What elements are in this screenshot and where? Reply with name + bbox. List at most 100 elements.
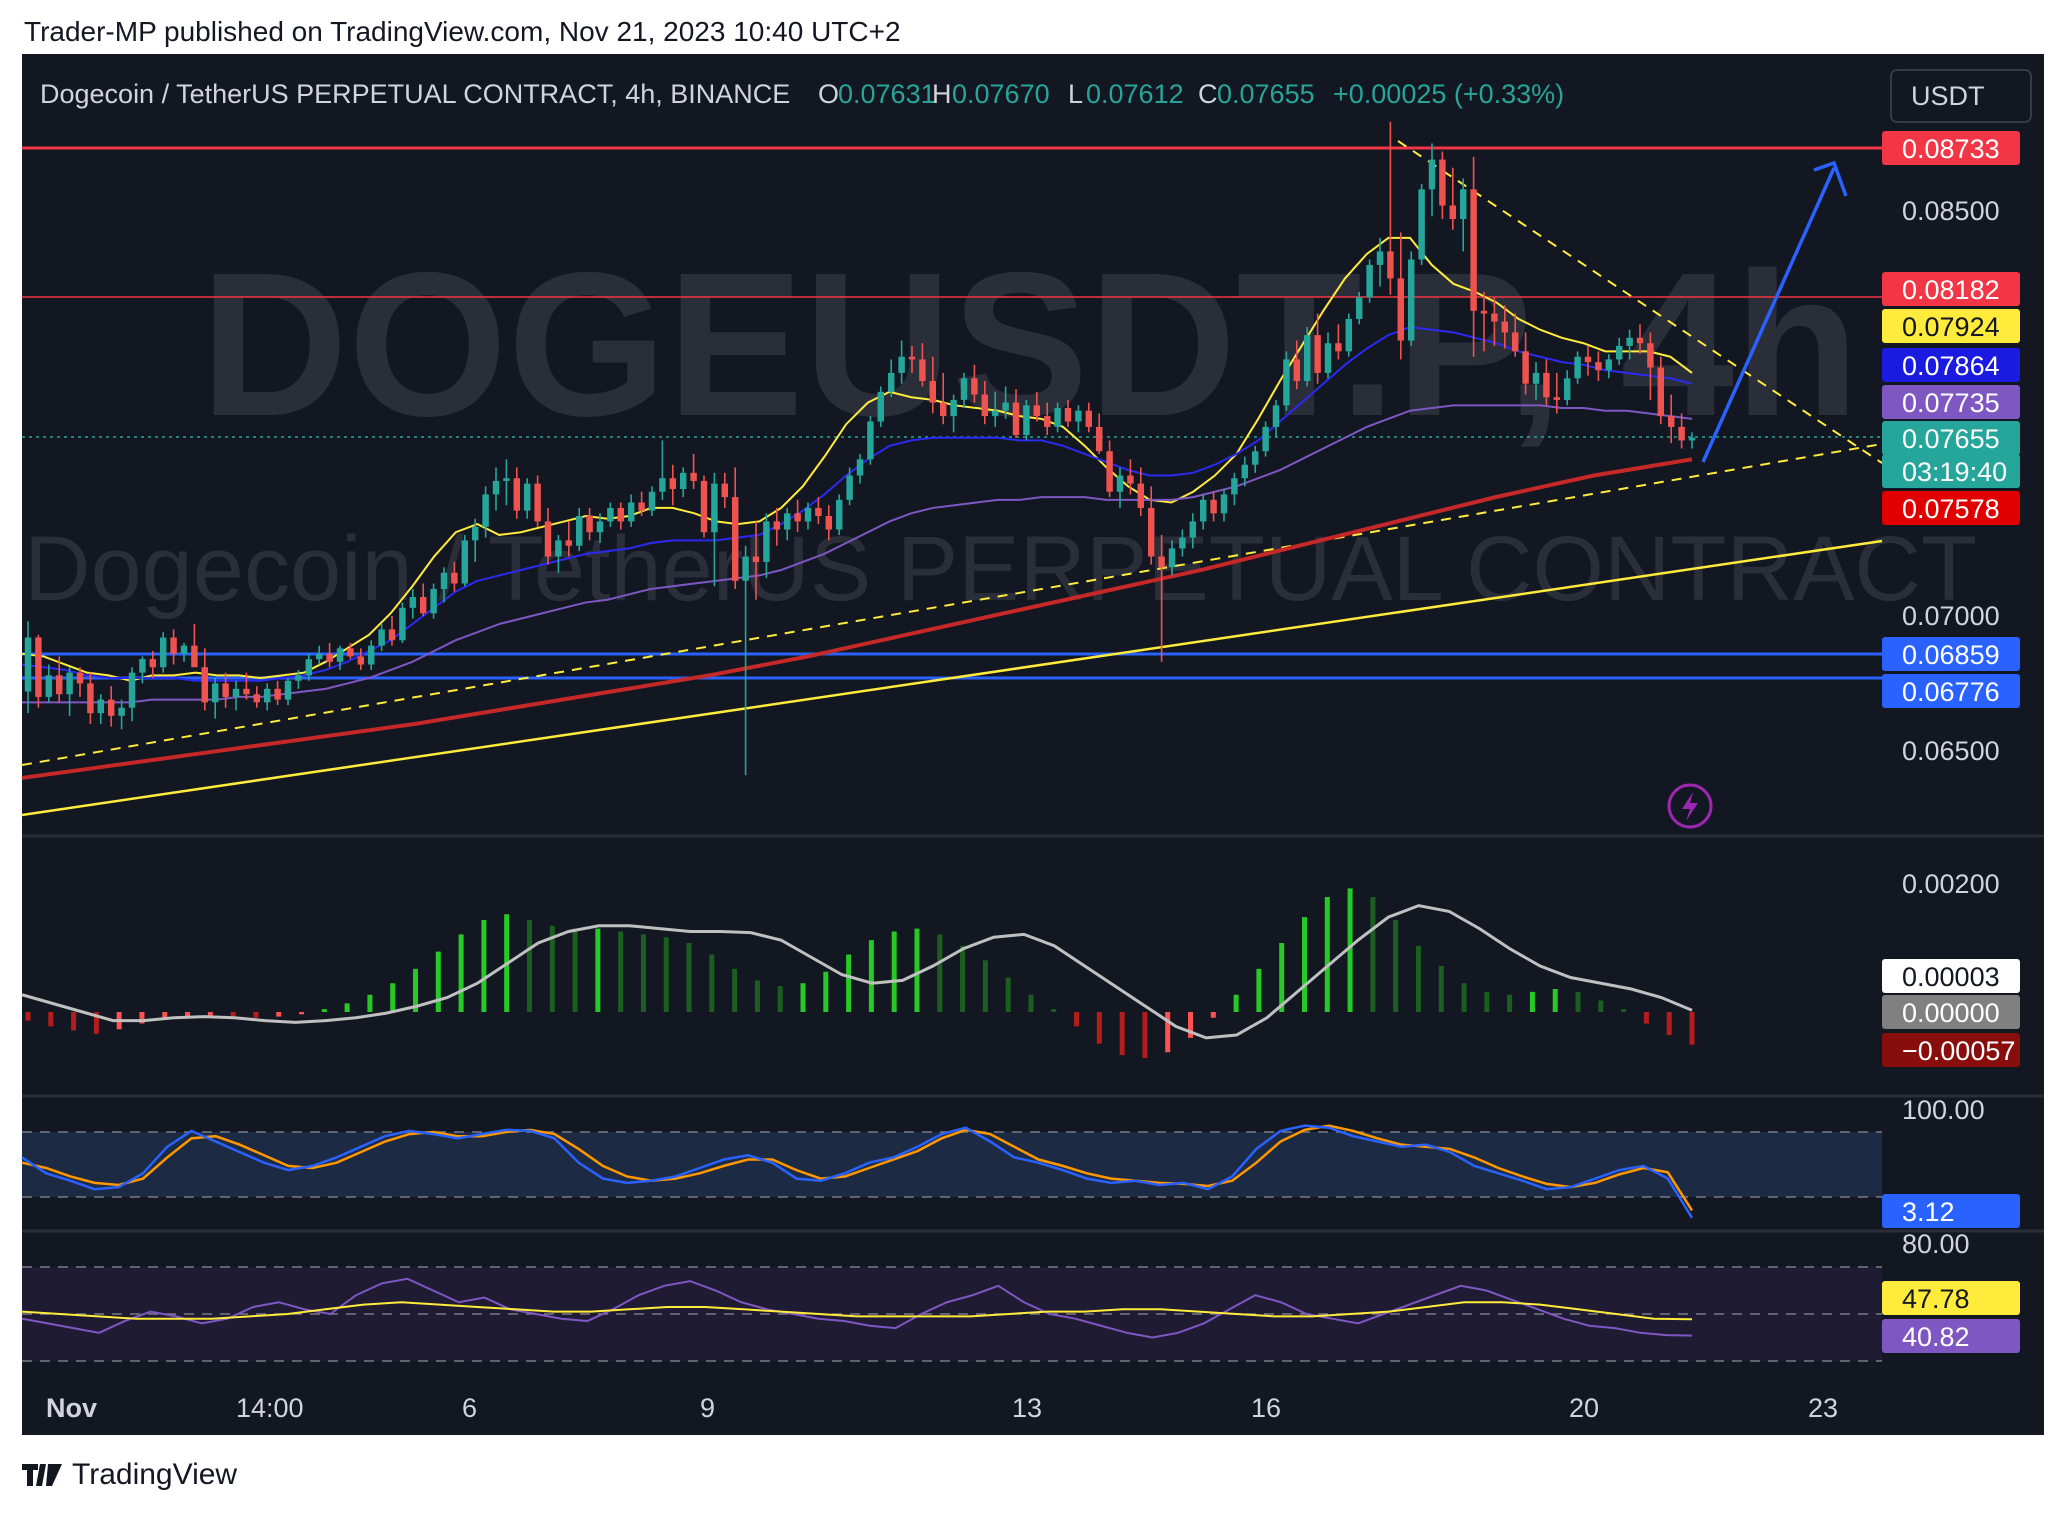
macd-bar: [914, 928, 920, 1012]
candle-body: [1459, 189, 1467, 220]
candle-body: [399, 607, 406, 641]
axis-value-label-box: [1882, 995, 2020, 1029]
axis-value-label-box: [1882, 272, 2020, 306]
price-tick: 0.07000: [1902, 601, 2000, 631]
candle-body: [253, 694, 261, 703]
macd-bar: [526, 920, 532, 1012]
candle-body: [503, 478, 510, 481]
macd-bar: [71, 1012, 77, 1031]
candle-body: [461, 540, 469, 584]
macd-bar: [1507, 994, 1513, 1012]
macd-bar: [1643, 1012, 1649, 1024]
candle-body: [1283, 359, 1290, 406]
candle-body: [1023, 405, 1030, 436]
candles: [24, 121, 1696, 776]
price-axis: 0.08500 0.07000 0.06500 0.00200 100.00 8…: [1902, 196, 2000, 1259]
candle-body: [1324, 343, 1332, 373]
macd-bar: [1119, 1012, 1125, 1056]
axis-value-label-box: [1882, 309, 2020, 343]
candle-body: [1657, 367, 1665, 417]
publisher-line: Trader-MP published on TradingView.com, …: [24, 16, 901, 47]
candle-body: [128, 672, 136, 708]
chart-panel: [22, 54, 2044, 1435]
candle-body: [690, 472, 697, 481]
macd-bar: [1324, 897, 1330, 1012]
axis-value-label: 0.07924: [1902, 312, 2000, 342]
brand-name: TradingView: [72, 1458, 238, 1491]
candle-body: [815, 507, 822, 517]
macd-bar: [253, 1012, 259, 1018]
candle-body: [87, 683, 94, 714]
macd-bar: [1301, 917, 1307, 1012]
macd-bar: [1575, 991, 1581, 1012]
time-tick: 20: [1569, 1393, 1599, 1423]
candle-body: [471, 526, 479, 541]
macd-bar: [686, 943, 692, 1012]
macd-bar: [960, 945, 966, 1012]
candle-body: [1636, 337, 1644, 344]
candle-body: [1428, 159, 1436, 190]
axis-value-label: 0.07864: [1902, 351, 2000, 381]
candle-body: [939, 402, 947, 417]
currency-button[interactable]: USDT: [1890, 69, 2032, 123]
axis-value-label-box: [1882, 637, 2020, 671]
macd-bar: [25, 1012, 31, 1021]
candle-body: [596, 521, 604, 533]
axis-value-label: 03:19:40: [1902, 457, 2007, 487]
candle-body: [783, 513, 791, 530]
candle-body: [1501, 321, 1509, 333]
macd-bar: [458, 934, 464, 1012]
macd-bar: [1142, 1012, 1148, 1058]
candle-body: [1667, 416, 1675, 427]
candle-body: [919, 359, 926, 382]
candle-body: [357, 656, 365, 665]
candle-body: [887, 372, 895, 392]
candle-body: [1293, 359, 1301, 382]
low-label: L: [1068, 79, 1083, 109]
candle-body: [1220, 494, 1228, 514]
candle-body: [191, 645, 198, 668]
candle-body: [76, 672, 84, 684]
macd-bar: [982, 960, 988, 1012]
candle-body: [1449, 205, 1457, 220]
macd-bar: [1188, 1012, 1194, 1038]
macd-bar: [344, 1003, 350, 1012]
candle-body: [430, 588, 437, 614]
high-label: H: [932, 79, 952, 109]
currency-button-label[interactable]: USDT: [1911, 81, 1985, 111]
footer-brand[interactable]: TradingView: [22, 1458, 237, 1492]
macd-bar: [800, 983, 806, 1012]
candle-body: [492, 480, 500, 495]
candle-body: [315, 653, 323, 660]
macd-bar: [413, 968, 419, 1012]
axis-value-label: 0.00000: [1902, 998, 2000, 1028]
stoch-k-line: [21, 1124, 1694, 1219]
candle-body: [1470, 189, 1477, 311]
axis-value-label-box: [1882, 131, 2020, 165]
macd-bar: [1461, 983, 1467, 1012]
lightning-icon[interactable]: [1667, 783, 1713, 829]
macd-bar: [1279, 943, 1285, 1012]
price-tick: 0.08500: [1902, 196, 2000, 226]
macd-bar: [572, 928, 578, 1012]
candle-body: [1168, 548, 1176, 568]
candle-body: [336, 648, 344, 662]
macd-bar: [139, 1012, 145, 1024]
candle-body: [1043, 416, 1051, 427]
axis-value-label: 0.08182: [1902, 275, 2000, 305]
candle-body: [139, 659, 146, 673]
dashed-resistance-trendline: [1397, 140, 1883, 464]
candle-body: [347, 648, 354, 657]
candle-body: [846, 475, 853, 500]
macd-bar: [367, 994, 373, 1012]
candle-body: [419, 597, 427, 614]
candle-body: [856, 459, 864, 476]
macd-bar: [1689, 1012, 1695, 1045]
macd-bar: [846, 954, 852, 1012]
candle-body: [263, 688, 271, 703]
candle-body: [752, 556, 760, 562]
candle-body: [243, 688, 250, 695]
candle-body: [679, 472, 687, 490]
